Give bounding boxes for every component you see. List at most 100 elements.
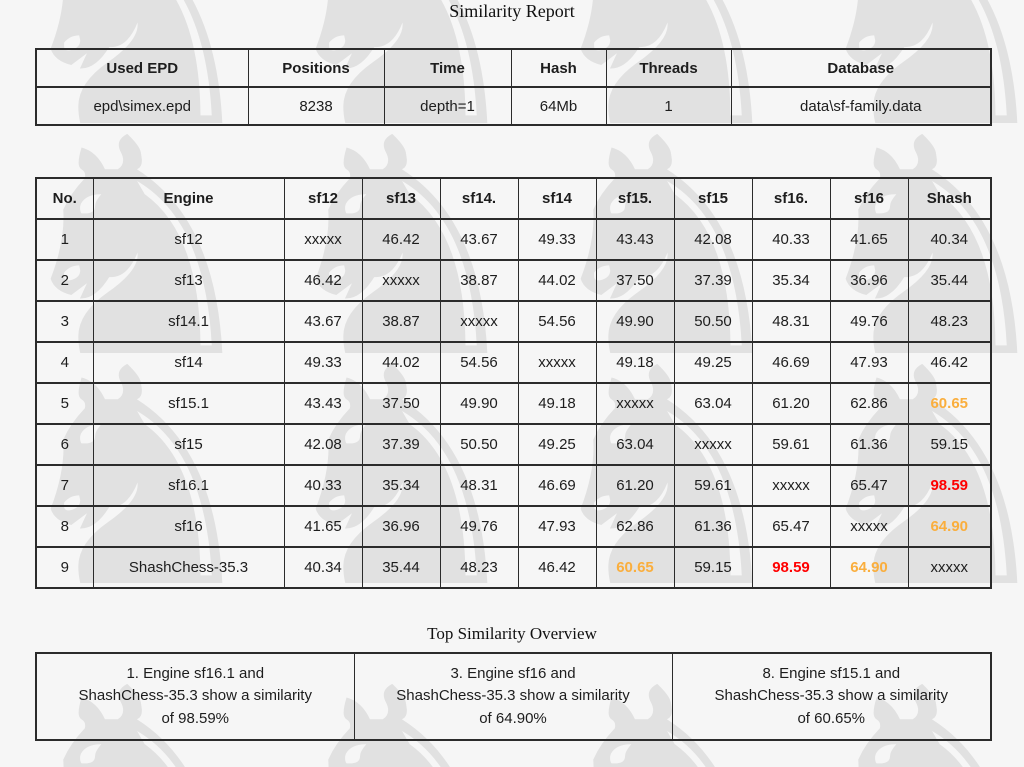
- matrix-value-cell: 64.90: [829, 546, 909, 589]
- matrix-value-cell: 47.93: [829, 341, 909, 384]
- matrix-value-cell: 46.69: [751, 341, 831, 384]
- matrix-value-cell: 59.61: [673, 464, 753, 507]
- matrix-value-cell: 37.39: [361, 423, 441, 466]
- matrix-header-cell: sf14: [517, 177, 597, 220]
- matrix-row-number-cell: 8: [35, 505, 94, 548]
- overview-title: Top Similarity Overview: [427, 624, 597, 643]
- matrix-value-cell: 40.33: [283, 464, 363, 507]
- matrix-row: 7 sf16.1 40.33 35.34 48.31 46.69 61.20 59.61 xxx…: [35, 464, 992, 507]
- matrix-value-cell: 48.31: [751, 300, 831, 343]
- matrix-value-cell: xxxxx: [595, 382, 675, 425]
- matrix-value-cell: 63.04: [595, 423, 675, 466]
- matrix-value-cell: 37.50: [595, 259, 675, 302]
- run-info-header-cell: Time: [383, 48, 512, 88]
- matrix-value-cell: 44.02: [361, 341, 441, 384]
- matrix-value-cell: 54.56: [517, 300, 597, 343]
- matrix-row-number-cell: 7: [35, 464, 94, 507]
- matrix-header-cell: sf16: [829, 177, 909, 220]
- matrix-row-number-cell: 6: [35, 423, 94, 466]
- matrix-value-cell: 48.23: [907, 300, 992, 343]
- run-info-header-cell: Threads: [605, 48, 732, 88]
- matrix-value-cell: 40.34: [283, 546, 363, 589]
- top-similarity-cell: 1. Engine sf16.1 and ShashChess-35.3 sho…: [35, 652, 355, 741]
- top-similarity-cell: 8. Engine sf15.1 and ShashChess-35.3 sho…: [671, 652, 992, 741]
- run-info-value-cell: 8238: [247, 86, 385, 126]
- matrix-value-cell: 46.42: [283, 259, 363, 302]
- matrix-header-cell: Engine: [92, 177, 285, 220]
- matrix-value-cell: xxxxx: [751, 464, 831, 507]
- matrix-value-cell: 41.65: [283, 505, 363, 548]
- matrix-value-cell: 54.56: [439, 341, 519, 384]
- matrix-value-cell: 35.34: [751, 259, 831, 302]
- matrix-value-cell: 49.90: [439, 382, 519, 425]
- run-info-value-cell: 64Mb: [510, 86, 607, 126]
- matrix-value-cell: 61.20: [751, 382, 831, 425]
- run-info-value-cell: 1: [605, 86, 732, 126]
- matrix-value-cell: 36.96: [829, 259, 909, 302]
- matrix-value-cell: 49.18: [595, 341, 675, 384]
- matrix-value-cell: 65.47: [751, 505, 831, 548]
- matrix-header-cell: Shash: [907, 177, 992, 220]
- run-info-table: Used EPD Positions Time Hash Threads Database…: [35, 48, 992, 126]
- matrix-value-cell: 43.67: [439, 218, 519, 261]
- matrix-value-cell: 40.34: [907, 218, 992, 261]
- report-title: Similarity Report: [449, 1, 575, 21]
- matrix-row-number-cell: 3: [35, 300, 94, 343]
- matrix-value-cell: 49.33: [517, 218, 597, 261]
- matrix-value-cell: 46.42: [361, 218, 441, 261]
- matrix-row: 2 sf13 46.42 xxxxx 38.87 44.02 37.50 37.39 35.34…: [35, 259, 992, 302]
- matrix-value-cell: 44.02: [517, 259, 597, 302]
- matrix-value-cell: 47.93: [517, 505, 597, 548]
- matrix-value-cell: 43.67: [283, 300, 363, 343]
- matrix-row: 4 sf14 49.33 44.02 54.56 xxxxx 49.18 49.25 46.69…: [35, 341, 992, 384]
- matrix-value-cell: xxxxx: [439, 300, 519, 343]
- matrix-value-cell: 98.59: [751, 546, 831, 589]
- matrix-row-number-cell: 5: [35, 382, 94, 425]
- matrix-value-cell: xxxxx: [829, 505, 909, 548]
- matrix-value-cell: 49.18: [517, 382, 597, 425]
- top-similarity-table: 1. Engine sf16.1 and ShashChess-35.3 sho…: [35, 652, 992, 741]
- matrix-value-cell: 59.61: [751, 423, 831, 466]
- matrix-value-cell: 48.23: [439, 546, 519, 589]
- matrix-value-cell: 63.04: [673, 382, 753, 425]
- matrix-value-cell: 49.76: [439, 505, 519, 548]
- matrix-value-cell: 59.15: [907, 423, 992, 466]
- matrix-row: 8 sf16 41.65 36.96 49.76 47.93 62.86 61.36 65.47…: [35, 505, 992, 548]
- matrix-value-cell: 37.50: [361, 382, 441, 425]
- matrix-value-cell: 60.65: [595, 546, 675, 589]
- matrix-engine-cell: ShashChess-35.3: [92, 546, 285, 589]
- matrix-row: 9 ShashChess-35.3 40.34 35.44 48.23 46.42 60.6…: [35, 546, 992, 589]
- matrix-value-cell: xxxxx: [361, 259, 441, 302]
- matrix-value-cell: xxxxx: [283, 218, 363, 261]
- matrix-value-cell: 37.39: [673, 259, 753, 302]
- matrix-value-cell: 49.76: [829, 300, 909, 343]
- matrix-header-cell: sf14.: [439, 177, 519, 220]
- run-info-header-cell: Database: [730, 48, 992, 88]
- matrix-header-cell: sf16.: [751, 177, 831, 220]
- matrix-value-cell: 61.20: [595, 464, 675, 507]
- matrix-engine-cell: sf14.1: [92, 300, 285, 343]
- matrix-value-cell: 42.08: [673, 218, 753, 261]
- matrix-engine-cell: sf12: [92, 218, 285, 261]
- matrix-value-cell: 49.25: [673, 341, 753, 384]
- matrix-value-cell: 43.43: [283, 382, 363, 425]
- similarity-matrix-table: No. Engine sf12 sf13 sf14. sf14 sf15. sf15 sf16.…: [35, 177, 992, 589]
- matrix-row: 5 sf15.1 43.43 37.50 49.90 49.18 xxxxx 63.04 61.…: [35, 382, 992, 425]
- matrix-engine-cell: sf15: [92, 423, 285, 466]
- matrix-value-cell: 62.86: [595, 505, 675, 548]
- matrix-engine-cell: sf15.1: [92, 382, 285, 425]
- matrix-value-cell: 61.36: [673, 505, 753, 548]
- matrix-value-cell: 59.15: [673, 546, 753, 589]
- matrix-value-cell: 48.31: [439, 464, 519, 507]
- matrix-engine-cell: sf13: [92, 259, 285, 302]
- top-similarity-row: 1. Engine sf16.1 and ShashChess-35.3 sho…: [35, 652, 992, 741]
- matrix-value-cell: 38.87: [439, 259, 519, 302]
- matrix-value-cell: xxxxx: [517, 341, 597, 384]
- matrix-value-cell: 98.59: [907, 464, 992, 507]
- top-similarity-cell: 3. Engine sf16 and ShashChess-35.3 show …: [353, 652, 673, 741]
- matrix-value-cell: 60.65: [907, 382, 992, 425]
- matrix-body: 1 sf12 xxxxx 46.42 43.67 49.33 43.43 42.08 40.33…: [35, 218, 992, 589]
- matrix-row: 3 sf14.1 43.67 38.87 xxxxx 54.56 49.90 50.50 48.…: [35, 300, 992, 343]
- matrix-value-cell: 38.87: [361, 300, 441, 343]
- matrix-header-cell: sf15: [673, 177, 753, 220]
